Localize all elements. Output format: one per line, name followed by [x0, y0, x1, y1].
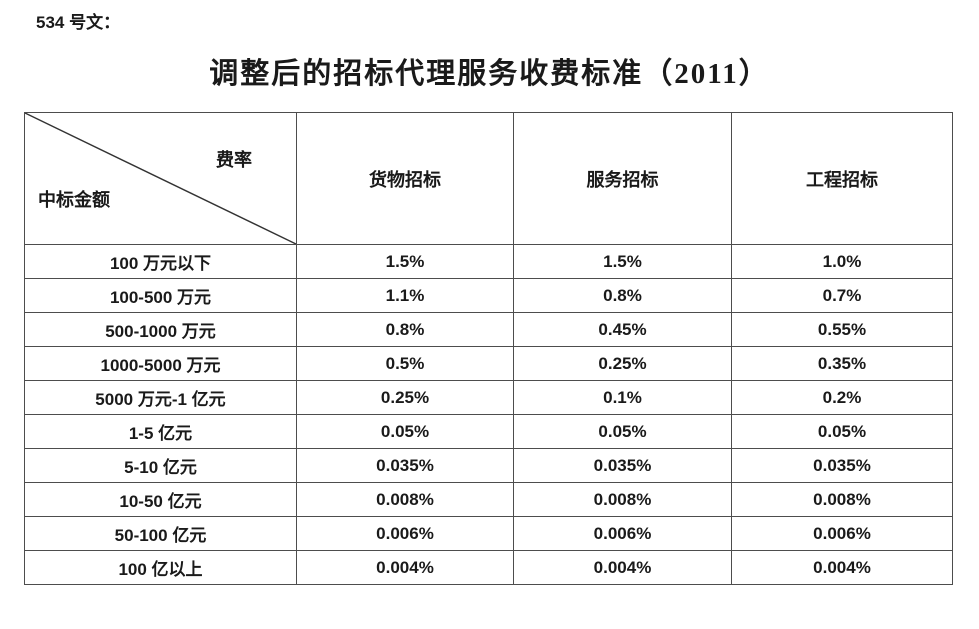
rate-cell: 1.1%	[296, 278, 514, 313]
rate-cell: 0.45%	[513, 312, 732, 347]
rate-cell: 0.006%	[513, 516, 732, 551]
corner-label-rate: 费率	[216, 150, 252, 170]
table-row: 1-5 亿元 0.05% 0.05% 0.05%	[24, 414, 953, 449]
rate-cell: 0.35%	[731, 346, 953, 381]
row-label-cell: 10-50 亿元	[24, 482, 297, 517]
rate-cell: 0.004%	[296, 550, 514, 585]
corner-header-cell: 费率 中标金额	[24, 112, 297, 245]
rate-cell: 0.1%	[513, 380, 732, 415]
table-row: 10-50 亿元 0.008% 0.008% 0.008%	[24, 482, 953, 517]
rate-cell: 1.0%	[731, 244, 953, 279]
rate-cell: 0.55%	[731, 312, 953, 347]
corner-label-bid-amount: 中标金额	[38, 190, 110, 210]
rate-cell: 0.035%	[731, 448, 953, 483]
rate-cell: 0.008%	[731, 482, 953, 517]
rate-cell: 0.8%	[296, 312, 514, 347]
table-body: 100 万元以下 1.5% 1.5% 1.0% 100-500 万元 1.1% …	[24, 244, 953, 585]
table-row: 100 亿以上 0.004% 0.004% 0.004%	[24, 550, 953, 585]
rate-cell: 0.05%	[296, 414, 514, 449]
table-row: 500-1000 万元 0.8% 0.45% 0.55%	[24, 312, 953, 347]
rate-cell: 0.8%	[513, 278, 732, 313]
rate-cell: 0.035%	[513, 448, 732, 483]
page-title: 调整后的招标代理服务收费标准（2011）	[209, 58, 770, 90]
table-row: 1000-5000 万元 0.5% 0.25% 0.35%	[24, 346, 953, 381]
table-header: 费率 中标金额 货物招标 服务招标 工程招标	[24, 112, 953, 245]
row-label-cell: 100-500 万元	[24, 278, 297, 313]
rate-cell: 0.004%	[731, 550, 953, 585]
rate-cell: 0.25%	[513, 346, 732, 381]
rate-cell: 1.5%	[296, 244, 514, 279]
rate-cell: 0.004%	[513, 550, 732, 585]
table-row: 5-10 亿元 0.035% 0.035% 0.035%	[24, 448, 953, 483]
rate-cell: 0.008%	[296, 482, 514, 517]
rate-cell: 0.05%	[731, 414, 953, 449]
rate-cell: 0.25%	[296, 380, 514, 415]
table-row: 100-500 万元 1.1% 0.8% 0.7%	[24, 278, 953, 313]
rate-cell: 1.5%	[513, 244, 732, 279]
rate-cell: 0.006%	[296, 516, 514, 551]
diagonal-divider-line	[25, 113, 296, 244]
row-label-cell: 100 万元以下	[24, 244, 297, 279]
rate-cell: 0.2%	[731, 380, 953, 415]
table-row: 5000 万元-1 亿元 0.25% 0.1% 0.2%	[24, 380, 953, 415]
table-row: 100 万元以下 1.5% 1.5% 1.0%	[24, 244, 953, 279]
row-label-cell: 1-5 亿元	[24, 414, 297, 449]
row-label-cell: 50-100 亿元	[24, 516, 297, 551]
fee-schedule-table: 费率 中标金额 货物招标 服务招标 工程招标 100 万元以下 1.5% 1.5…	[24, 112, 953, 585]
doc-number-label: 534 号文：	[36, 13, 121, 32]
header-row: 费率 中标金额 货物招标 服务招标 工程招标	[24, 112, 953, 245]
table-row: 50-100 亿元 0.006% 0.006% 0.006%	[24, 516, 953, 551]
rate-cell: 0.5%	[296, 346, 514, 381]
row-label-cell: 500-1000 万元	[24, 312, 297, 347]
rate-cell: 0.006%	[731, 516, 953, 551]
column-header-engineering: 工程招标	[731, 112, 953, 245]
rate-cell: 0.05%	[513, 414, 732, 449]
rate-cell: 0.008%	[513, 482, 732, 517]
row-label-cell: 5000 万元-1 亿元	[24, 380, 297, 415]
column-header-goods: 货物招标	[296, 112, 514, 245]
row-label-cell: 5-10 亿元	[24, 448, 297, 483]
rate-cell: 0.7%	[731, 278, 953, 313]
column-header-services: 服务招标	[513, 112, 732, 245]
rate-cell: 0.035%	[296, 448, 514, 483]
row-label-cell: 100 亿以上	[24, 550, 297, 585]
row-label-cell: 1000-5000 万元	[24, 346, 297, 381]
